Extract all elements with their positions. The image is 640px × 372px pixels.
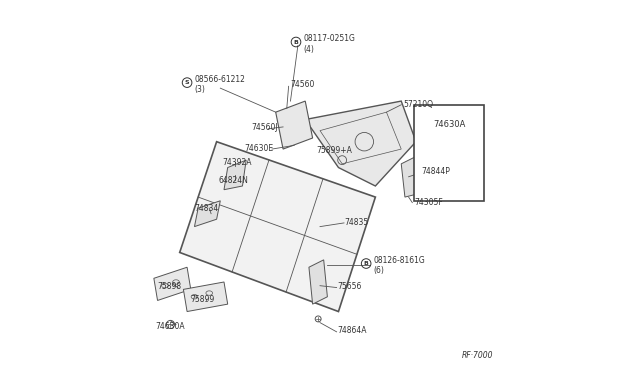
Polygon shape — [276, 101, 312, 149]
Polygon shape — [184, 282, 228, 311]
Text: 74560: 74560 — [291, 80, 315, 89]
Text: 75898: 75898 — [157, 282, 182, 291]
Text: B: B — [294, 39, 298, 45]
Polygon shape — [401, 157, 420, 197]
Text: 75899: 75899 — [191, 295, 215, 304]
Bar — [414, 105, 484, 201]
Text: 74392A: 74392A — [222, 157, 252, 167]
Text: 74835: 74835 — [344, 218, 368, 227]
Polygon shape — [195, 201, 220, 227]
Polygon shape — [224, 160, 246, 190]
Text: 74560J: 74560J — [252, 123, 278, 132]
Text: 08566-61212
(3): 08566-61212 (3) — [195, 75, 245, 94]
Text: 74630A: 74630A — [433, 119, 465, 129]
Text: 75899+A: 75899+A — [316, 147, 352, 155]
Text: 74630E: 74630E — [244, 144, 273, 153]
Polygon shape — [180, 142, 376, 311]
Polygon shape — [154, 267, 191, 301]
Text: 74630A: 74630A — [156, 322, 186, 331]
Text: 74844P: 74844P — [422, 167, 451, 176]
Polygon shape — [309, 260, 328, 304]
Text: 74864A: 74864A — [338, 326, 367, 335]
Text: RF·7000: RF·7000 — [462, 350, 493, 359]
Text: 08117-0251G
(4): 08117-0251G (4) — [303, 34, 355, 54]
Text: 74305F: 74305F — [414, 198, 443, 207]
Text: 75656: 75656 — [338, 282, 362, 291]
Text: 08126-8161G
(6): 08126-8161G (6) — [374, 256, 426, 275]
Polygon shape — [305, 101, 416, 186]
Text: 57210Q: 57210Q — [403, 100, 433, 109]
Text: B: B — [364, 261, 369, 266]
Text: 74834: 74834 — [195, 203, 219, 213]
Text: S: S — [185, 80, 189, 85]
Text: 64824N: 64824N — [218, 176, 248, 185]
